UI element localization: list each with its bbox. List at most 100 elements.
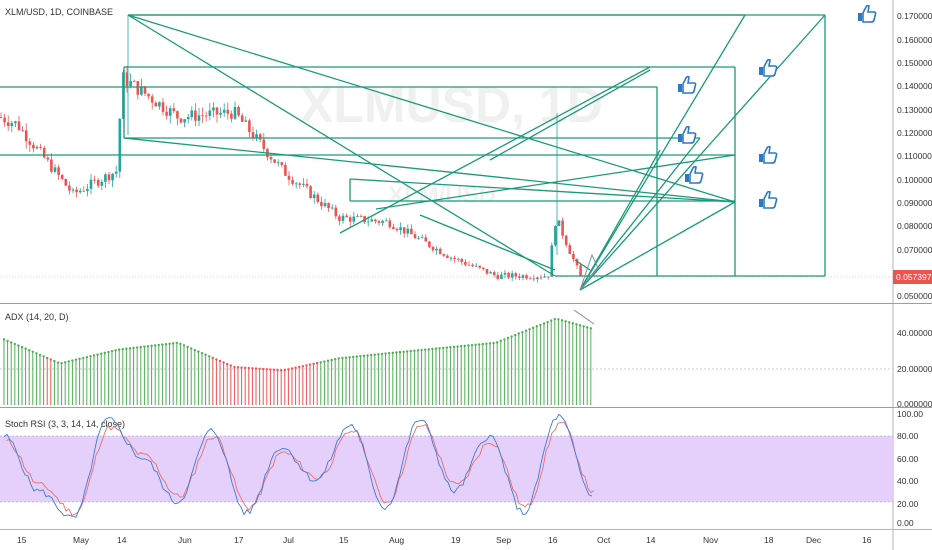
adx-bar-cap bbox=[136, 346, 139, 349]
candle-body bbox=[183, 119, 186, 123]
candle-body bbox=[136, 81, 140, 95]
time-tick-label: Oct bbox=[597, 535, 611, 545]
adx-bar-cap bbox=[92, 354, 96, 357]
candle-body bbox=[6, 122, 10, 127]
adx-bar-cap bbox=[323, 360, 326, 363]
adx-bar-cap bbox=[85, 355, 89, 359]
adx-bar-cap bbox=[139, 345, 142, 349]
candle-body bbox=[521, 275, 525, 278]
adx-bar-cap bbox=[528, 328, 531, 331]
candle-body bbox=[449, 257, 453, 259]
candle-body bbox=[248, 120, 251, 133]
candle-body bbox=[496, 275, 500, 279]
candle-body bbox=[89, 179, 93, 189]
adx-bar-cap bbox=[172, 342, 175, 345]
time-tick-label: 16 bbox=[548, 535, 558, 545]
adx-bar-cap bbox=[377, 353, 380, 356]
adx-bar-cap bbox=[416, 349, 420, 352]
price-tick-label: 0.160000 bbox=[897, 35, 932, 45]
candle-body bbox=[388, 220, 392, 227]
candle-body bbox=[348, 217, 352, 222]
adx-bar-cap bbox=[125, 347, 128, 350]
adx-bar-cap bbox=[582, 325, 585, 328]
adx-tick-label: 40.000000 bbox=[897, 328, 932, 338]
candle-body bbox=[3, 117, 6, 123]
stoch-tick-label: 100.00 bbox=[897, 409, 923, 419]
adx-bar-cap bbox=[168, 342, 171, 345]
adx-bar-cap bbox=[35, 352, 38, 355]
adx-bar-cap bbox=[467, 344, 470, 347]
adx-bar-cap bbox=[438, 347, 441, 350]
candle-body bbox=[42, 147, 46, 158]
candle-body bbox=[273, 159, 276, 163]
trendline bbox=[339, 66, 651, 234]
adx-bar-cap bbox=[146, 345, 150, 348]
candle-body bbox=[104, 174, 107, 182]
adx-bar-cap bbox=[449, 346, 452, 349]
adx-bar-cap bbox=[485, 342, 488, 345]
candle-body bbox=[284, 164, 287, 176]
adx-bar-cap bbox=[186, 345, 189, 349]
candle-body bbox=[287, 175, 291, 180]
adx-bar-cap bbox=[568, 321, 571, 324]
time-tick-label: 15 bbox=[17, 535, 27, 545]
stoch-tick-label: 60.00 bbox=[897, 454, 919, 464]
adx-bar-cap bbox=[434, 347, 438, 350]
candle-body bbox=[482, 267, 485, 269]
candle-body bbox=[374, 219, 377, 222]
trendline-drawings[interactable] bbox=[0, 14, 826, 291]
time-tick-label: 17 bbox=[234, 535, 244, 545]
candle-body bbox=[0, 117, 3, 118]
adx-bar-cap bbox=[96, 353, 99, 356]
candle-body bbox=[572, 253, 575, 260]
candle-body bbox=[525, 275, 528, 279]
time-tick-label: Jul bbox=[283, 535, 294, 545]
adx-bar-cap bbox=[384, 352, 387, 355]
candle-body bbox=[442, 254, 446, 256]
adx-bar-cap bbox=[452, 345, 456, 349]
candle-body bbox=[384, 220, 388, 222]
adx-bar-cap bbox=[496, 341, 499, 344]
adx-arrow bbox=[573, 309, 595, 325]
candle-body bbox=[377, 221, 381, 223]
adx-bar-cap bbox=[56, 361, 60, 364]
stoch-rsi-lines bbox=[3, 413, 595, 518]
time-tick-label: 14 bbox=[646, 535, 656, 545]
adx-bar-cap bbox=[262, 367, 265, 371]
candle-body bbox=[251, 132, 255, 139]
adx-bar-cap bbox=[578, 324, 582, 327]
adx-bar-cap bbox=[193, 348, 196, 352]
adx-bar-cap bbox=[276, 368, 279, 372]
adx-bar-cap bbox=[222, 361, 225, 364]
candle-body bbox=[460, 258, 464, 262]
adx-bar-cap bbox=[337, 357, 340, 360]
adx-bar-cap bbox=[226, 362, 229, 366]
adx-bar-cap bbox=[470, 343, 474, 347]
adx-bar-cap bbox=[330, 358, 333, 362]
adx-bar-cap bbox=[370, 353, 373, 357]
adx-bar-cap bbox=[326, 359, 330, 362]
adx-bar-cap bbox=[308, 363, 312, 366]
adx-bar-cap bbox=[110, 349, 114, 353]
adx-bar-cap bbox=[46, 356, 49, 360]
adx-bar-cap bbox=[290, 367, 294, 370]
adx-bar-cap bbox=[431, 347, 434, 351]
adx-bar-cap bbox=[128, 347, 132, 350]
candle-body bbox=[334, 207, 338, 217]
candle-body bbox=[503, 272, 507, 275]
adx-bar-cap bbox=[121, 347, 125, 351]
adx-bar-cap bbox=[557, 318, 560, 321]
candle-body bbox=[528, 278, 532, 280]
adx-bar-cap bbox=[341, 356, 344, 360]
adx-bar-cap bbox=[402, 350, 405, 353]
adx-bar-cap bbox=[366, 354, 369, 357]
candle-body bbox=[550, 245, 554, 277]
adx-bar-cap bbox=[348, 356, 351, 359]
candle-body bbox=[456, 258, 460, 260]
candle-body bbox=[147, 93, 150, 97]
candle-body bbox=[406, 228, 410, 234]
adx-bar-cap bbox=[380, 352, 384, 356]
adx-bar-cap bbox=[49, 358, 52, 361]
candle-body bbox=[46, 157, 50, 160]
candle-body bbox=[554, 226, 557, 246]
